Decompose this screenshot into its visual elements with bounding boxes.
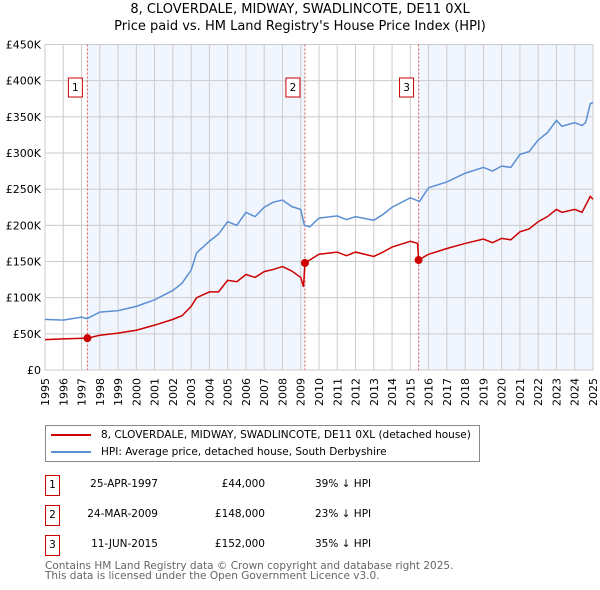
x-tick-label: 1995 xyxy=(39,378,52,406)
sale-price: £44,000 xyxy=(221,478,265,490)
sale-label: 1 xyxy=(72,82,79,94)
y-tick-label: £450K xyxy=(6,39,42,52)
y-tick-label: £50K xyxy=(13,328,42,341)
x-tick-label: 2020 xyxy=(496,378,509,406)
legend-swatch-blue xyxy=(51,451,91,453)
price-chart: 1995 1996 1997 1998 1999 2000 2001 2002 2003 2004… xyxy=(6,39,600,407)
sale-hpi-diff: 39% ↓ HPI xyxy=(315,478,372,490)
y-tick-label: £400K xyxy=(6,75,42,88)
sale-point xyxy=(300,258,309,267)
x-tick-label: 2010 xyxy=(313,378,326,406)
sale-label-box xyxy=(399,77,415,98)
x-tick-label: 2023 xyxy=(550,378,563,406)
x-tick-label: 2018 xyxy=(459,378,472,406)
sale-label-box xyxy=(285,77,301,98)
plot-border xyxy=(44,44,594,371)
y-tick-label: £350K xyxy=(6,111,42,124)
x-tick-label: 2014 xyxy=(386,378,399,406)
x-tick-label: 2004 xyxy=(203,378,216,406)
sale-number-badge: 1 xyxy=(45,475,60,496)
sale-number-badge: 3 xyxy=(45,535,60,556)
x-tick-label: 2001 xyxy=(149,378,162,406)
legend: 8, CLOVERDALE, MIDWAY, SWADLINCOTE, DE11… xyxy=(45,425,480,462)
y-tick-label: £200K xyxy=(6,219,42,232)
sale-label: 2 xyxy=(290,82,297,94)
x-tick-label: 2015 xyxy=(404,378,417,406)
sale-point xyxy=(414,256,423,265)
attribution-line: This data is licensed under the Open Gov… xyxy=(45,570,380,582)
x-tick-label: 2006 xyxy=(240,378,253,406)
x-tick-label: 1998 xyxy=(94,378,107,406)
shaded-ownership-period xyxy=(418,44,593,370)
x-tick-label: 2009 xyxy=(295,378,308,406)
y-tick-label: £300K xyxy=(6,147,42,160)
sale-label-box xyxy=(67,77,83,98)
legend-label: HPI: Average price, detached house, Sout… xyxy=(101,446,387,458)
sale-hpi-diff: 35% ↓ HPI xyxy=(315,538,372,550)
x-tick-label: 2019 xyxy=(477,378,490,406)
x-tick-label: 2012 xyxy=(350,378,363,406)
x-tick-label: 2024 xyxy=(569,378,582,406)
x-tick-label: 2021 xyxy=(514,378,527,406)
attribution: Contains HM Land Registry data © Crown c… xyxy=(45,560,454,582)
sale-number-badge: 2 xyxy=(45,505,60,526)
legend-swatch-red xyxy=(51,434,91,436)
sale-point xyxy=(83,334,92,343)
x-tick-label: 2022 xyxy=(532,378,545,406)
sale-date: 11-JUN-2015 xyxy=(91,538,158,550)
sale-hpi-diff: 23% ↓ HPI xyxy=(315,508,372,520)
attribution-line: Contains HM Land Registry data © Crown c… xyxy=(45,560,454,572)
x-tick-label: 2016 xyxy=(423,378,436,406)
y-tick-label: £100K xyxy=(6,292,42,305)
chart-title: 8, CLOVERDALE, MIDWAY, SWADLINCOTE, DE11… xyxy=(130,2,470,17)
sale-row: 1 25-APR-1997 £44,000 39% ↓ HPI xyxy=(45,475,495,496)
sale-label: 3 xyxy=(403,82,410,94)
x-tick-label: 1999 xyxy=(112,378,125,406)
sale-date: 24-MAR-2009 xyxy=(87,508,158,520)
x-tick-label: 2005 xyxy=(222,378,235,406)
sale-row: 3 11-JUN-2015 £152,000 35% ↓ HPI xyxy=(45,535,495,556)
x-tick-label: 2011 xyxy=(331,378,344,406)
x-tick-label: 2025 xyxy=(587,378,600,406)
sale-price: £148,000 xyxy=(214,508,265,520)
x-tick-label: 2002 xyxy=(167,378,180,406)
x-tick-label: 1997 xyxy=(76,378,89,406)
x-tick-label: 2013 xyxy=(368,378,381,406)
chart-subtitle: Price paid vs. HM Land Registry's House … xyxy=(114,19,486,34)
y-tick-label: £150K xyxy=(6,256,42,269)
shaded-ownership-period xyxy=(87,44,305,370)
hpi-line xyxy=(44,101,594,321)
price-paid-line xyxy=(44,195,594,341)
y-tick-label: £0 xyxy=(27,364,41,377)
x-tick-label: 2003 xyxy=(185,378,198,406)
sale-row: 2 24-MAR-2009 £148,000 23% ↓ HPI xyxy=(45,505,495,526)
sale-date: 25-APR-1997 xyxy=(90,478,158,490)
y-tick-label: £250K xyxy=(6,183,42,196)
sale-price: £152,000 xyxy=(214,538,265,550)
x-tick-label: 2008 xyxy=(276,378,289,406)
x-tick-label: 2000 xyxy=(130,378,143,406)
x-tick-label: 1996 xyxy=(57,378,70,406)
x-tick-label: 2017 xyxy=(441,378,454,406)
legend-label: 8, CLOVERDALE, MIDWAY, SWADLINCOTE, DE11… xyxy=(101,429,471,441)
x-tick-label: 2007 xyxy=(258,378,271,406)
